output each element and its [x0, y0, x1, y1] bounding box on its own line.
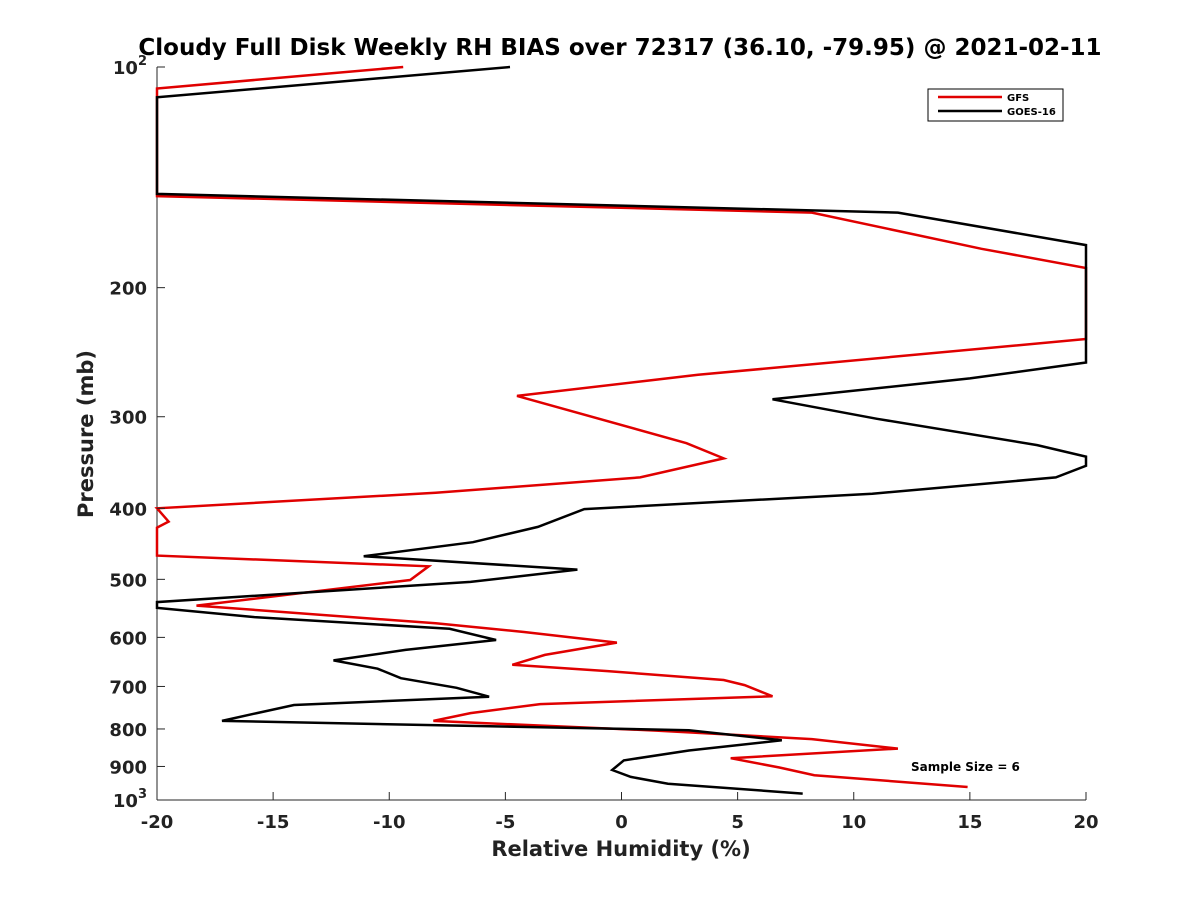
x-tick-label: -10: [373, 812, 406, 833]
y-tick-label: 200: [109, 279, 147, 300]
tick-layer: -20 -15 -10 -5 0 5 10 15 20 102 200 300 400 500 600 700…: [109, 54, 1098, 833]
series-layer: [154, 65, 1088, 795]
x-axis-label: Relative Humidity (%): [491, 837, 750, 861]
y-tick-label: 500: [109, 570, 147, 591]
x-tick-label: 10: [841, 812, 866, 833]
y-axis-label: Pressure (mb): [74, 350, 98, 518]
sample-size-annotation: Sample Size = 6: [911, 760, 1020, 774]
y-tick-label: 600: [109, 628, 147, 649]
y-tick-label: 400: [109, 499, 147, 520]
legend-label-goes16: GOES-16: [1007, 107, 1056, 118]
chart-title: Cloudy Full Disk Weekly RH BIAS over 723…: [138, 35, 1101, 61]
series-line-goes16: [155, 65, 1088, 795]
y-tick-label: 700: [109, 677, 147, 698]
y-tick-label: 800: [109, 720, 147, 741]
plot-area: -20 -15 -10 -5 0 5 10 15 20 102 200 300 400 500 600 700…: [109, 54, 1098, 833]
x-tick-label: -15: [257, 812, 290, 833]
x-tick-label: -5: [495, 812, 515, 833]
x-tick-label: -20: [141, 812, 174, 833]
y-tick-label: 103: [113, 787, 147, 812]
legend-label-gfs: GFS: [1007, 93, 1029, 104]
y-tick-label: 102: [113, 54, 147, 79]
y-tick-label: 900: [109, 757, 147, 778]
x-tick-label: 5: [731, 812, 744, 833]
x-tick-label: 15: [957, 812, 982, 833]
x-tick-label: 0: [615, 812, 628, 833]
legend: GFS GOES-16: [927, 88, 1064, 122]
legend-box: [927, 88, 1064, 122]
y-tick-label: 300: [109, 408, 147, 429]
x-tick-label: 20: [1073, 812, 1098, 833]
